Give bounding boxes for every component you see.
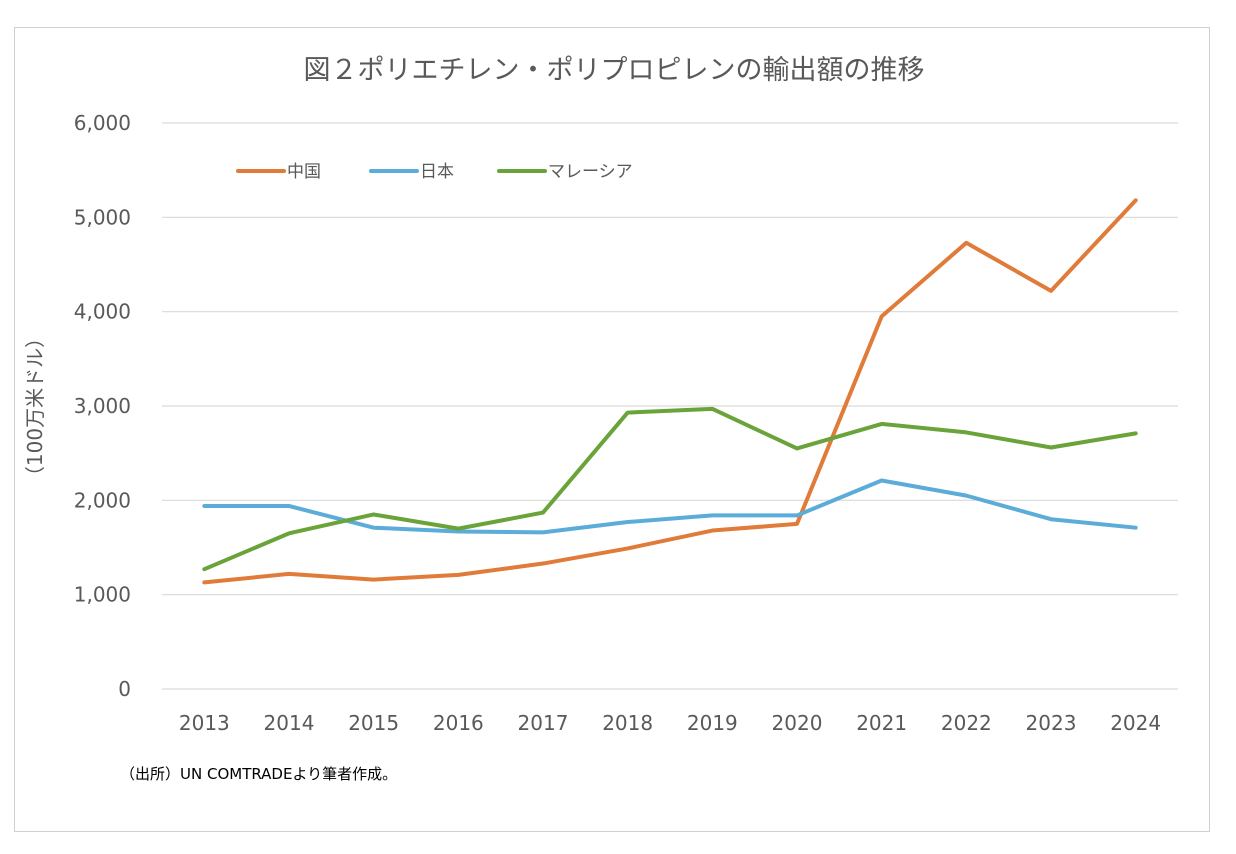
x-tick-label: 2014 xyxy=(264,711,315,735)
y-tick-label: 3,000 xyxy=(74,394,131,418)
x-tick-label: 2023 xyxy=(1026,711,1077,735)
x-tick-label: 2022 xyxy=(941,711,992,735)
x-tick-label: 2016 xyxy=(433,711,484,735)
legend-label: 中国 xyxy=(287,162,321,182)
chart-title: 図２ポリエチレン・ポリプロピレンの輸出額の推移 xyxy=(304,55,925,86)
series-lines xyxy=(202,198,1138,585)
x-tick-label: 2015 xyxy=(348,711,399,735)
y-tick-label: 5,000 xyxy=(74,205,131,229)
series-line xyxy=(202,198,1138,585)
x-tick-label: 2020 xyxy=(772,711,823,735)
x-tick-label: 2017 xyxy=(518,711,569,735)
x-tick-label: 2013 xyxy=(179,711,230,735)
x-tick-label: 2024 xyxy=(1110,711,1161,735)
y-tick-label: 1,000 xyxy=(74,583,131,607)
legend-label: マレーシア xyxy=(548,162,633,182)
x-tick-label: 2018 xyxy=(602,711,653,735)
y-tick-label: 0 xyxy=(118,677,131,701)
source-note: （出所）UN COMTRADEより筆者作成。 xyxy=(120,765,398,783)
gridlines xyxy=(162,122,1178,690)
y-axis-label: （100万米ドル） xyxy=(23,328,47,486)
y-axis-ticks: 0 1,000 2,000 3,000 4,000 5,000 6,000 xyxy=(74,111,131,701)
series-line xyxy=(202,406,1138,572)
x-tick-label: 2019 xyxy=(687,711,738,735)
y-tick-label: 2,000 xyxy=(74,488,131,512)
y-tick-label: 4,000 xyxy=(74,300,131,324)
x-tick-label: 2021 xyxy=(856,711,907,735)
series-line xyxy=(202,478,1138,535)
x-axis-ticks: 2013 2014 2015 2016 2017 2018 2019 2020 2021 2022… xyxy=(179,711,1161,735)
y-tick-label: 6,000 xyxy=(74,111,131,135)
legend-label: 日本 xyxy=(420,162,454,182)
legend: 中国 日本 マレーシア xyxy=(236,162,633,182)
